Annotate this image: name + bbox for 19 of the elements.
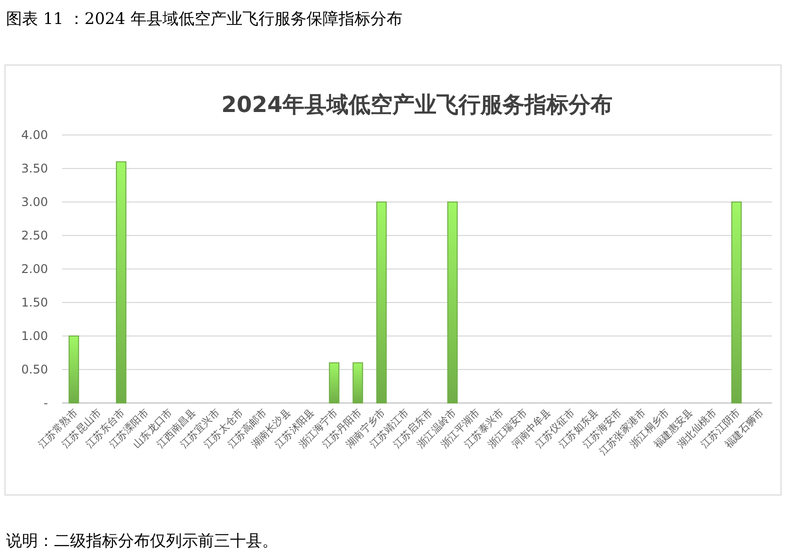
text: 说明：二级指标分布仅列示前三十县。	[6, 531, 278, 550]
bar	[68, 336, 80, 404]
y-tick-label: 2.00	[21, 262, 48, 276]
y-tick-label: -	[44, 396, 48, 410]
bar	[116, 161, 126, 404]
y-tick-label: 2.50	[21, 228, 48, 243]
chart-title: 图表 11 ：2024 年县域低空产业飞行服务保障指标分布	[6, 9, 402, 28]
y-tick-label: 1.50	[21, 296, 48, 310]
bar	[328, 362, 340, 404]
y-tick-label: 3.50	[21, 162, 48, 176]
bar	[376, 202, 387, 404]
y-tick-label: 0.50	[21, 362, 48, 377]
y-tick-label: 1.00	[21, 329, 48, 344]
y-tick-label: 4.00	[21, 128, 48, 142]
bar	[352, 362, 364, 404]
bar	[731, 202, 742, 404]
chart-subtitle: 2024年县域低空产业飞行服务指标分布	[221, 92, 613, 118]
y-tick-label: 3.00	[21, 195, 48, 210]
bar	[447, 202, 458, 404]
